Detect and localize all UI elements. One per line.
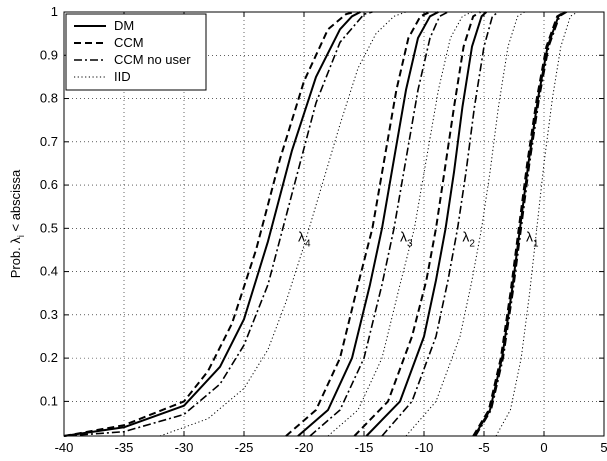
x-tick-label: -30 — [175, 440, 194, 455]
legend-label: CCM no user — [114, 52, 191, 67]
series-line — [327, 11, 473, 437]
series-line — [473, 11, 567, 437]
series-line — [63, 11, 361, 437]
x-tick-label: -10 — [415, 440, 434, 455]
series-layer — [63, 11, 578, 437]
series-line — [474, 11, 568, 437]
series-line — [309, 11, 449, 437]
series-line — [365, 11, 488, 437]
y-tick-label: 0.9 — [40, 47, 58, 62]
series-ccm-no-user — [63, 11, 568, 437]
series-line — [495, 11, 578, 437]
legend-label: DM — [114, 18, 134, 33]
legend-item: CCM no user — [74, 52, 191, 67]
y-axis-label: Prob. λi < abscissa — [8, 169, 26, 278]
series-line — [297, 11, 439, 437]
legend-item: DM — [74, 18, 134, 33]
x-tick-label: -15 — [355, 440, 374, 455]
series-line — [285, 11, 431, 437]
series-line — [159, 11, 407, 437]
legend: DM CCM CCM no user IID — [65, 13, 207, 91]
series-ccm — [63, 11, 565, 437]
x-tick-label: -20 — [295, 440, 314, 455]
legend-item: CCM — [74, 35, 144, 50]
series-dm — [63, 11, 567, 437]
legend-item: IID — [74, 69, 131, 84]
y-tick-label: 0.2 — [40, 350, 58, 365]
y-tick-label: 0.8 — [40, 91, 58, 106]
y-tick-label: 0.6 — [40, 177, 58, 192]
x-tick-label: -5 — [478, 440, 490, 455]
y-tick-label: 0.4 — [40, 264, 58, 279]
series-line — [472, 11, 565, 437]
series-line — [63, 11, 355, 437]
x-tick-label: -35 — [115, 440, 134, 455]
series-iid — [159, 11, 578, 437]
annotations: λ4 λ3 λ2 λ1 — [298, 228, 539, 249]
x-tick-label: 5 — [600, 440, 607, 455]
y-tick-label: 0.5 — [40, 220, 58, 235]
x-tick-label: -25 — [235, 440, 254, 455]
y-tick-label: 0.7 — [40, 134, 58, 149]
legend-label: CCM — [114, 35, 144, 50]
series-line — [353, 11, 481, 437]
x-tick-label: 0 — [540, 440, 547, 455]
y-tick-label: 0.1 — [40, 393, 58, 408]
x-tick-label: -40 — [55, 440, 74, 455]
y-tick-label: 0.3 — [40, 307, 58, 322]
y-tick-label: 1 — [51, 4, 58, 19]
ticks: -40 -35 -30 -25 -20 -15 -10 -5 0 5 0.1 0.2 0.3 0.4 0.5… — [40, 4, 607, 455]
grid — [64, 12, 604, 436]
series-line — [381, 11, 499, 437]
series-line — [63, 11, 373, 437]
plot-frame — [63, 11, 605, 437]
legend-label: IID — [114, 69, 131, 84]
